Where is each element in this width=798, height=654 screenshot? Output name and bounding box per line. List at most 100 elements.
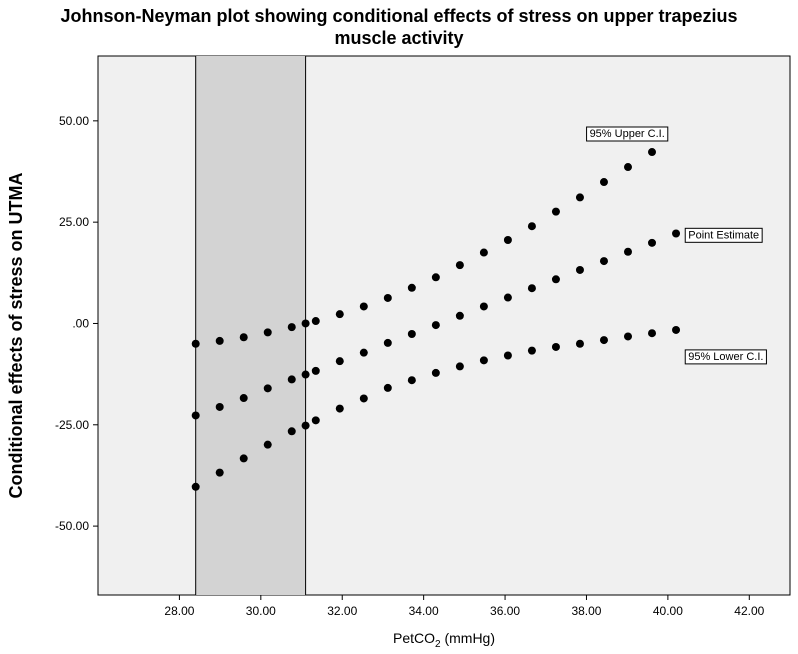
series-1-point — [239, 394, 248, 403]
x-axis-label-main: PetCO — [393, 630, 435, 646]
series-0-point — [431, 273, 440, 282]
y-tick-label: 25.00 — [59, 215, 89, 229]
series-2-point — [239, 454, 248, 463]
series-0-point — [479, 248, 488, 257]
series-1-point — [263, 384, 272, 393]
series-2-point — [527, 346, 536, 355]
series-0-point — [623, 163, 632, 172]
series-0-point — [301, 319, 310, 328]
x-tick-label: 42.00 — [734, 604, 764, 618]
series-2-point — [503, 351, 512, 360]
series-2-point — [287, 427, 296, 436]
series-1-point — [479, 302, 488, 311]
x-tick-label: 40.00 — [653, 604, 683, 618]
series-annotation: 95% Lower C.I. — [684, 349, 767, 365]
x-axis-label-subscript: 2 — [435, 639, 441, 650]
chart-title-line1: Johnson-Neyman plot showing conditional … — [60, 6, 737, 26]
series-2-point — [623, 332, 632, 341]
series-2-point — [599, 336, 608, 345]
series-2-point — [407, 376, 416, 385]
series-2-point — [311, 416, 320, 425]
annotation-label: 95% Upper C.I. — [590, 128, 665, 140]
series-0-point — [191, 339, 200, 348]
series-2-point — [301, 421, 310, 430]
series-2-point — [648, 329, 657, 338]
series-1-point — [527, 284, 536, 293]
series-2-point — [431, 368, 440, 377]
series-1-point — [301, 370, 310, 379]
series-1-point — [599, 257, 608, 266]
annotation-box — [684, 349, 767, 365]
series-0-point — [311, 317, 320, 326]
series-1-point — [407, 330, 416, 339]
series-1-point — [503, 293, 512, 302]
annotation-label: 95% Lower C.I. — [688, 351, 763, 363]
series-1-point — [383, 338, 392, 347]
x-tick-label: 32.00 — [327, 604, 357, 618]
series-1-point — [191, 411, 200, 420]
series-2-point — [383, 383, 392, 392]
significance-region — [195, 56, 306, 595]
series-1-point — [455, 311, 464, 320]
series-2-point — [479, 356, 488, 365]
series-1-point — [335, 357, 344, 366]
series-2-point — [575, 339, 584, 348]
x-tick-label: 38.00 — [571, 604, 601, 618]
series-0-point — [359, 302, 368, 311]
x-tick-label: 34.00 — [409, 604, 439, 618]
series-1-point — [311, 366, 320, 375]
series-1-point — [672, 229, 681, 238]
series-2-point — [672, 325, 681, 334]
series-2-point — [455, 362, 464, 371]
series-1-point — [287, 375, 296, 384]
series-0-point — [383, 293, 392, 302]
x-tick-label: 36.00 — [490, 604, 520, 618]
series-labels: 95% Upper C.I. Point Estimate 95% Lower C.… — [586, 126, 767, 365]
series-2-point — [335, 404, 344, 413]
series-0-point — [527, 222, 536, 231]
annotation-box — [586, 126, 669, 142]
series-0-point — [599, 178, 608, 187]
series-0-point — [335, 310, 344, 319]
chart-title-line2: muscle activity — [334, 28, 463, 48]
y-tick-label: -50.00 — [55, 519, 89, 533]
series-2-point — [551, 342, 560, 351]
series-0-point — [215, 336, 224, 345]
y-axis-label: Conditional effects of stress on UTMA — [6, 172, 26, 498]
series-1-point — [215, 402, 224, 411]
series-2-point — [359, 394, 368, 403]
series-0-point — [503, 235, 512, 244]
series-0-point — [575, 193, 584, 202]
x-tick-label: 28.00 — [164, 604, 194, 618]
x-axis-label: PetCO2 (mmHg) — [393, 630, 495, 650]
y-tick-label: -25.00 — [55, 418, 89, 432]
x-axis: 28.00 30.00 32.00 34.00 36.00 38.00 40.00 42.00 — [164, 595, 765, 618]
y-axis: 50.00 25.00 .00 -25.00 -50.00 — [55, 114, 98, 533]
x-tick-label: 30.00 — [246, 604, 276, 618]
series-0-point — [551, 207, 560, 216]
x-axis-label-unit: (mmHg) — [441, 630, 495, 646]
annotation-box — [684, 227, 763, 243]
series-1-point — [648, 238, 657, 247]
series-annotation: Point Estimate — [684, 227, 763, 243]
series-annotation: 95% Upper C.I. — [586, 126, 669, 142]
series-1-point — [431, 321, 440, 330]
series-2-point — [191, 482, 200, 491]
series-0-point — [263, 328, 272, 337]
series-0-point — [407, 283, 416, 292]
data-points — [191, 148, 681, 491]
y-tick-label: .00 — [72, 316, 89, 330]
series-0-point — [648, 148, 657, 157]
series-1-point — [575, 265, 584, 274]
series-2-point — [215, 468, 224, 477]
series-1-point — [359, 348, 368, 357]
series-2-point — [263, 440, 272, 449]
y-tick-label: 50.00 — [59, 114, 89, 128]
annotation-label: Point Estimate — [688, 229, 759, 241]
series-0-point — [455, 261, 464, 270]
series-1-point — [551, 275, 560, 284]
series-0-point — [287, 323, 296, 332]
series-0-point — [239, 333, 248, 342]
series-1-point — [623, 247, 632, 256]
